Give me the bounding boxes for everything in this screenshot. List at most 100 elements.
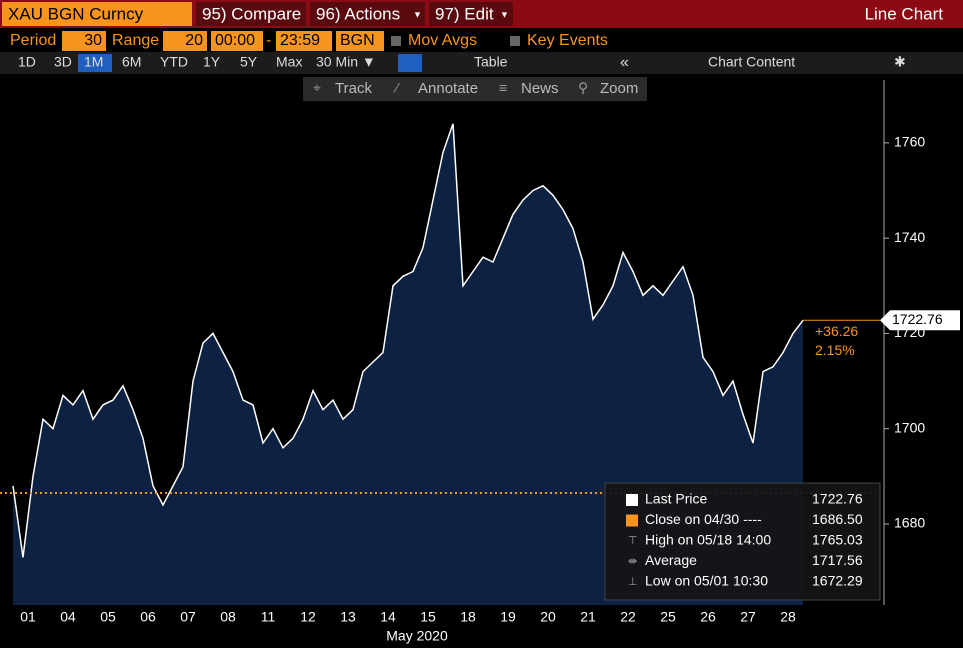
start: 00:00 <box>215 32 255 49</box>
legend-name: Last Price <box>645 491 707 507</box>
legend-name: Average <box>645 552 697 568</box>
price-line <box>12 123 804 558</box>
y-tick-label: 1700 <box>894 419 925 435</box>
tool-icon: ≡ <box>499 80 507 96</box>
chart-type: Line Chart <box>865 4 944 23</box>
tool[interactable]: Zoom <box>600 80 638 97</box>
legend-name: High on 05/18 14:00 <box>645 532 771 548</box>
period-btn[interactable]: 3D <box>54 54 72 70</box>
x-tick-label: 07 <box>180 609 196 625</box>
period-btn[interactable]: Max <box>276 54 302 70</box>
x-tick-label: 14 <box>380 609 396 625</box>
period-btn[interactable]: YTD <box>160 54 188 70</box>
table[interactable]: Table <box>474 54 508 70</box>
source-field[interactable] <box>336 31 384 51</box>
y-tick-label: 1760 <box>894 134 925 150</box>
range: 20 <box>185 32 203 49</box>
legend-symbol: ⇼ <box>628 555 637 567</box>
legend-value: 1672.29 <box>812 573 863 589</box>
tools-bar <box>303 77 647 101</box>
change-pct: 2.15% <box>815 342 855 358</box>
x-tick-label: 05 <box>100 609 116 625</box>
key-events: Key Events <box>527 32 608 49</box>
legend-value: 1686.50 <box>812 511 863 527</box>
selected-period <box>78 54 112 72</box>
x-tick-label: 11 <box>261 609 276 625</box>
legend-swatch <box>626 494 638 506</box>
legend <box>604 482 881 601</box>
period-field[interactable] <box>62 31 106 51</box>
tool[interactable]: Annotate <box>418 80 478 97</box>
legend-swatch <box>626 514 638 527</box>
tool-icon: ⌖ <box>313 80 321 96</box>
collapse[interactable]: « <box>620 54 629 71</box>
legend-name: Close on 04/30 ---- <box>645 511 762 527</box>
legend-value: 1722.76 <box>812 491 863 507</box>
legend-name: Low on 05/01 10:30 <box>645 573 768 589</box>
legend-value: 1765.03 <box>812 532 863 548</box>
last-tag <box>880 310 960 331</box>
source: BGN <box>340 32 375 49</box>
x-tick-label: 04 <box>60 609 76 625</box>
period-btn[interactable]: 1M <box>84 54 103 70</box>
x-tick-label: 01 <box>20 609 36 625</box>
settings-icon[interactable]: ✱ <box>894 54 906 70</box>
x-axis-label: May 2020 <box>386 628 448 644</box>
sep: - <box>266 32 271 49</box>
actions-btn[interactable] <box>310 2 425 26</box>
checkbox[interactable] <box>510 36 520 46</box>
actions: 96) Actions <box>316 4 400 23</box>
x-tick-label: 22 <box>620 609 636 625</box>
x-tick-label: 19 <box>500 609 516 625</box>
end: 23:59 <box>280 32 320 49</box>
caret: ▼ <box>413 9 422 19</box>
chart-content[interactable]: Chart Content <box>708 54 795 70</box>
compare: 95) Compare <box>202 4 301 23</box>
tool-icon: ⁄ <box>393 80 401 96</box>
mov-avgs: Mov Avgs <box>408 32 477 49</box>
x-tick-label: 28 <box>780 609 796 625</box>
last-tag-label: 1722.76 <box>892 311 943 327</box>
x-tick-label: 25 <box>660 609 676 625</box>
x-tick-label: 20 <box>540 609 556 625</box>
caret: ▼ <box>500 9 509 19</box>
x-tick-label: 27 <box>740 609 756 625</box>
legend-symbol: ⊥ <box>628 576 638 588</box>
end-field[interactable] <box>276 31 332 51</box>
x-tick-label: 18 <box>460 609 476 625</box>
period-label: Period <box>10 32 56 49</box>
x-tick-label: 26 <box>700 609 716 625</box>
period-btn[interactable]: 1D <box>18 54 36 70</box>
x-tick-label: 06 <box>140 609 156 625</box>
start-field[interactable] <box>211 31 263 51</box>
x-tick-label: 21 <box>580 609 596 625</box>
tool-icon: ⚲ <box>578 80 588 96</box>
x-tick-label: 12 <box>300 609 316 625</box>
compare-btn[interactable] <box>196 2 306 26</box>
period-btn[interactable]: 30 Min ▼ <box>316 54 376 70</box>
line-icon[interactable] <box>398 54 422 72</box>
tool[interactable]: News <box>521 80 559 97</box>
checkbox[interactable] <box>391 36 401 46</box>
legend-symbol: ⊤ <box>628 535 638 547</box>
range-field[interactable] <box>163 31 207 51</box>
edit-btn[interactable] <box>429 2 513 26</box>
edit: 97) Edit <box>435 4 494 23</box>
x-tick-label: 13 <box>340 609 356 625</box>
security: XAU BGN Curncy <box>8 4 144 23</box>
legend-value: 1717.56 <box>812 552 863 568</box>
range-label: Range <box>112 32 159 49</box>
period-btn[interactable]: 5Y <box>240 54 258 70</box>
y-tick-label: 1680 <box>894 515 925 531</box>
x-tick-label: 15 <box>420 609 436 625</box>
period: 30 <box>84 32 102 49</box>
y-tick-label: 1740 <box>894 229 925 245</box>
change: +36.26 <box>815 323 858 339</box>
security-field[interactable] <box>2 2 192 26</box>
period-bar <box>0 52 963 74</box>
period-btn[interactable]: 6M <box>122 54 141 70</box>
x-tick-label: 08 <box>220 609 236 625</box>
tool[interactable]: Track <box>335 80 372 97</box>
period-btn[interactable]: 1Y <box>203 54 221 70</box>
